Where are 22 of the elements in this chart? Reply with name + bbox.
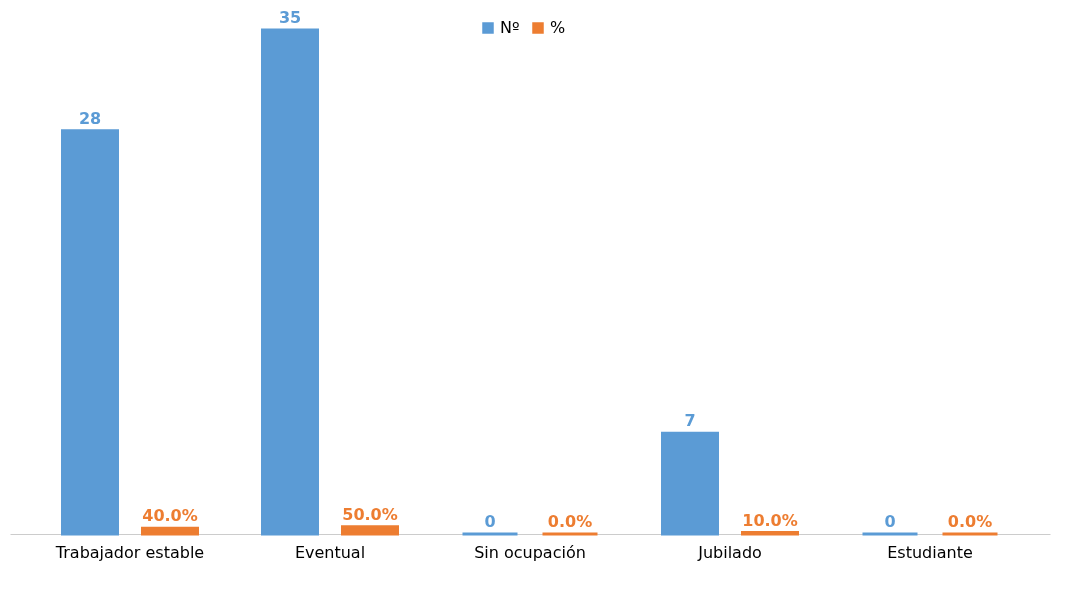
x-tick-label: Estudiante (887, 542, 973, 562)
x-tick-label: Sin ocupación (474, 542, 586, 562)
bar (61, 129, 119, 536)
data-label: 50.0% (342, 504, 398, 524)
data-label: 0 (884, 512, 896, 531)
bar (341, 525, 399, 536)
legend-label: Nº (500, 18, 520, 37)
data-label: 0 (484, 512, 496, 531)
bar (261, 28, 319, 536)
data-label: 40.0% (142, 506, 198, 526)
x-tick-label: Trabajador estable (54, 542, 205, 562)
data-label: 0.0% (947, 512, 993, 531)
data-label: 35 (278, 8, 302, 27)
legend-label: % (550, 18, 566, 37)
x-tick-label: Jubilado (697, 542, 762, 562)
bar (141, 526, 199, 536)
data-label: 7 (684, 411, 696, 431)
x-tick-label: Eventual (294, 542, 366, 562)
data-label: 28 (78, 108, 102, 128)
data-label: 10.0% (742, 510, 798, 530)
data-label: 0.0% (547, 512, 593, 531)
bar (661, 431, 719, 536)
